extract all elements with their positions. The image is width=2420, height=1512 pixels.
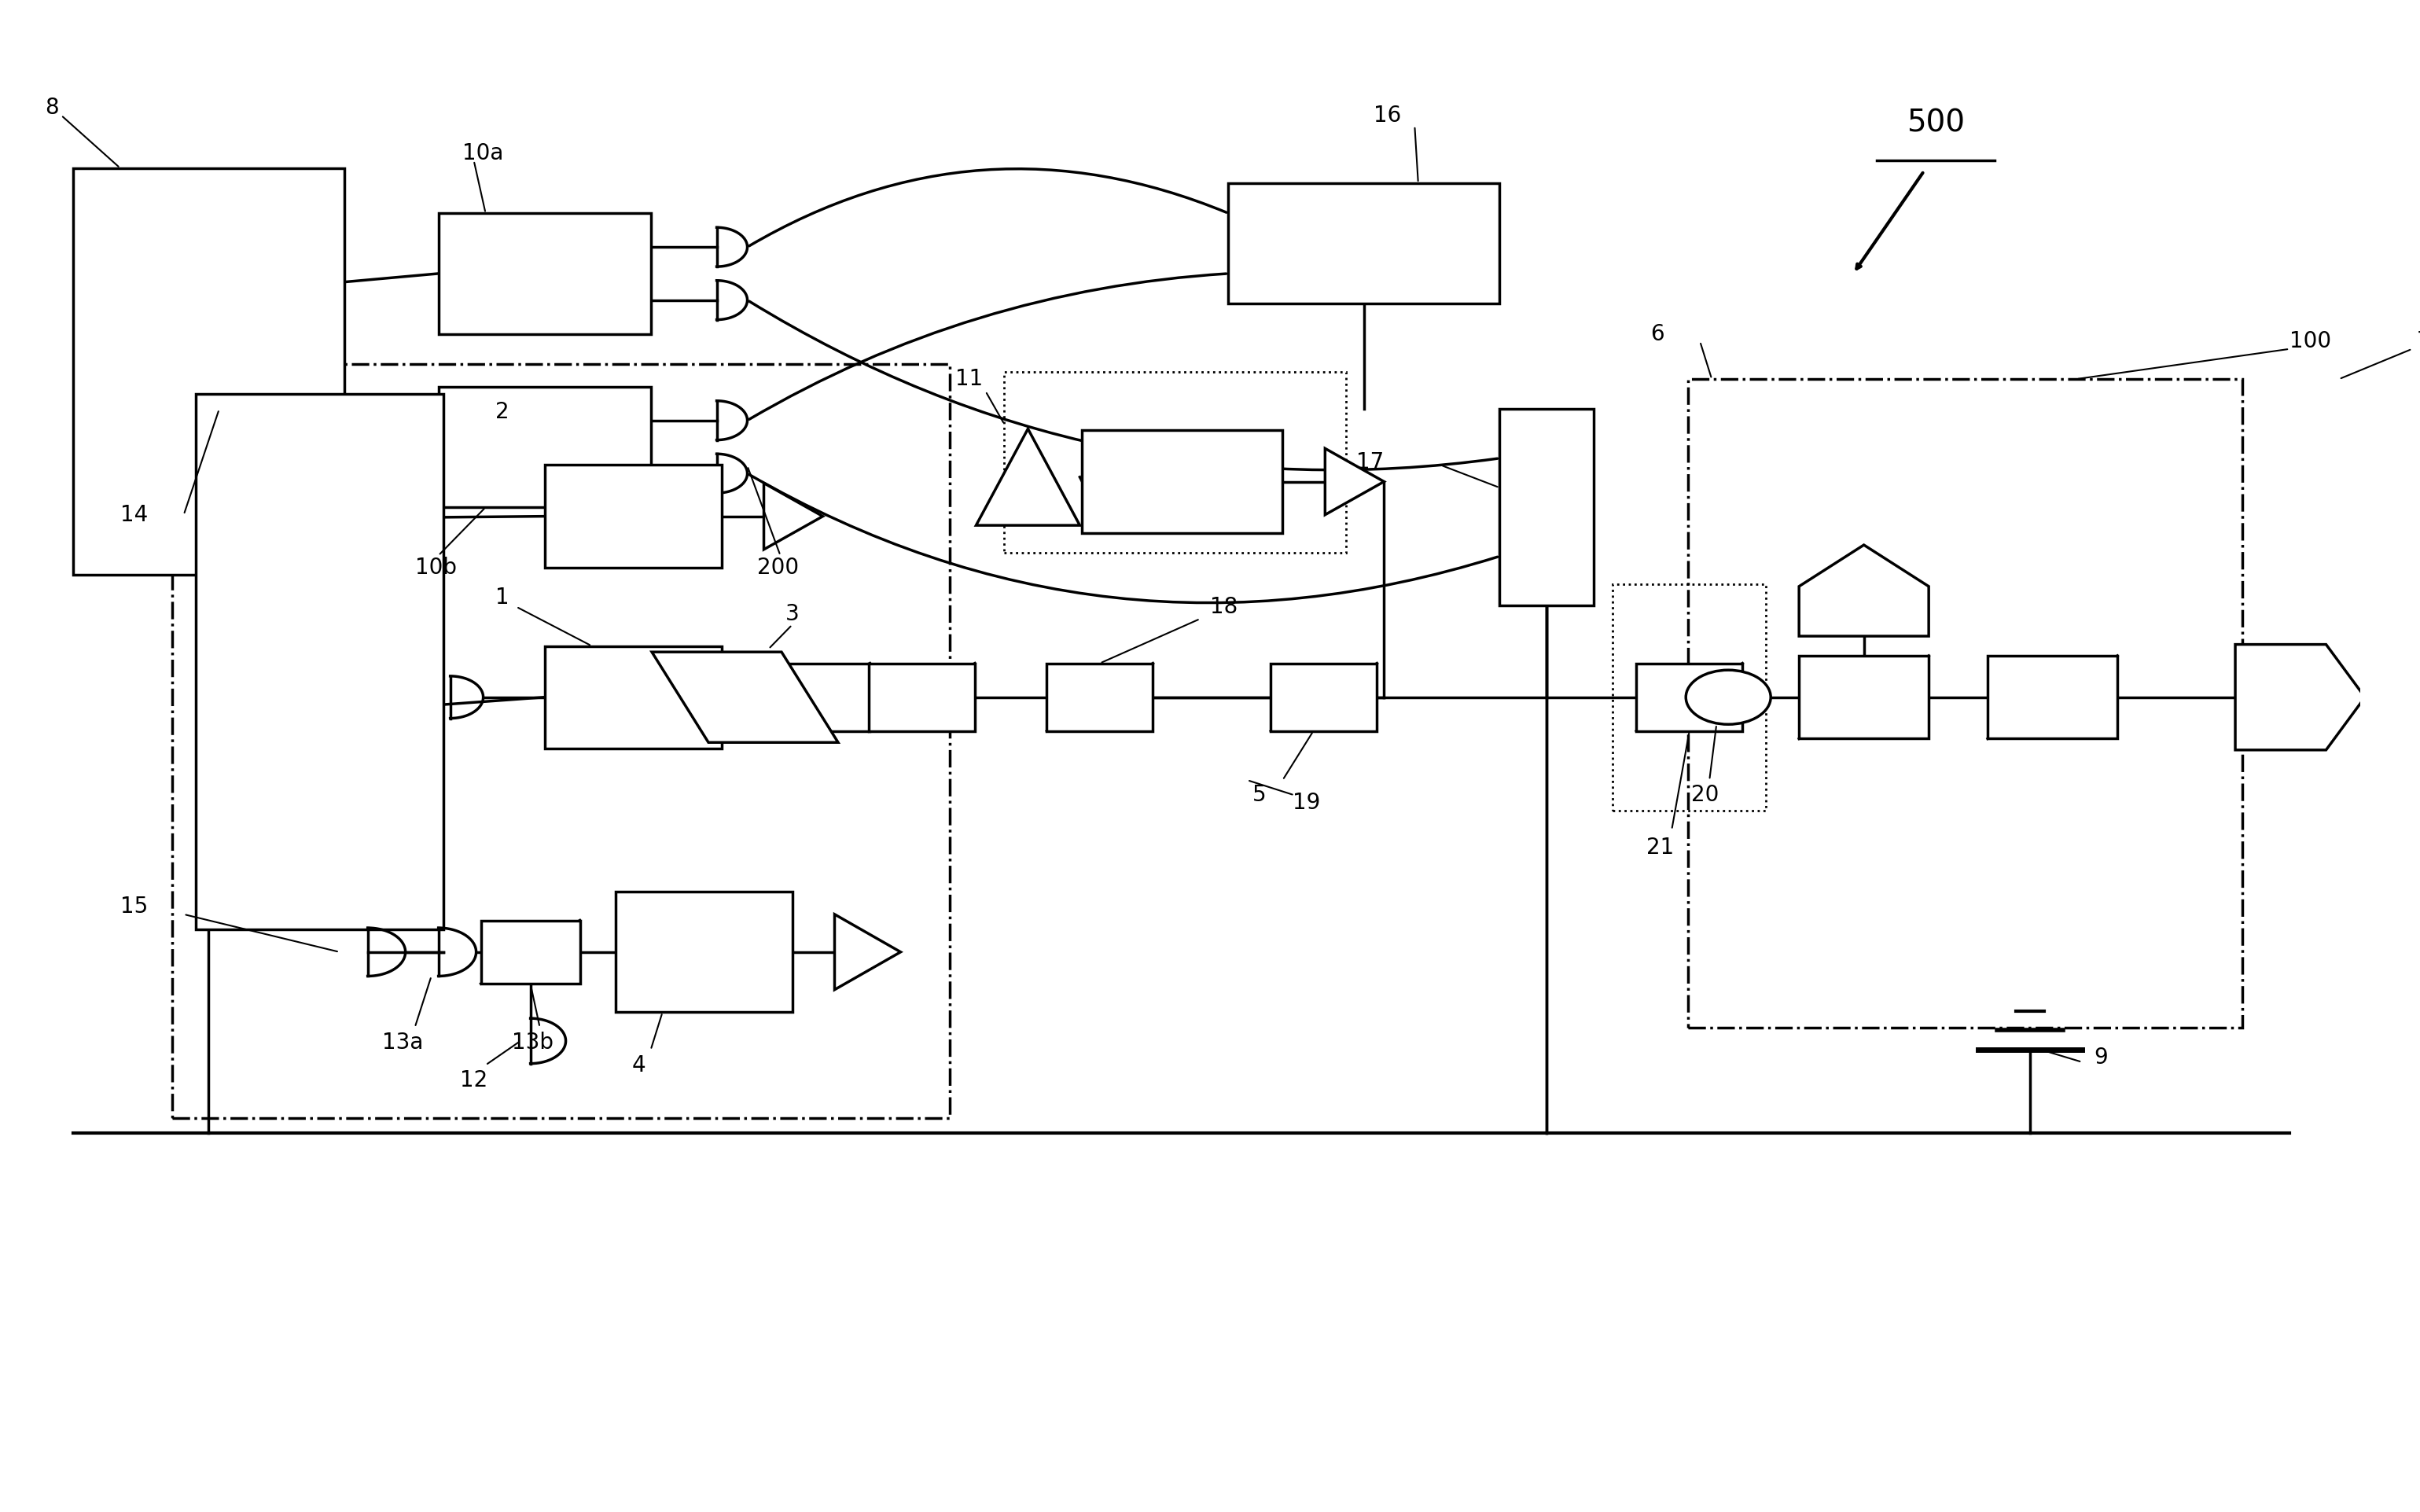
Text: 17: 17 [1355, 451, 1384, 473]
Text: 13a: 13a [382, 1031, 423, 1054]
Bar [482, 921, 581, 984]
Bar [544, 646, 721, 748]
Bar [1689, 380, 2243, 1027]
Text: 18: 18 [1210, 596, 1237, 618]
Bar [172, 364, 951, 1117]
Bar [196, 395, 443, 930]
Text: 16: 16 [1375, 104, 1401, 127]
Text: 9: 9 [2093, 1046, 2108, 1069]
Bar [1229, 183, 1500, 304]
Text: 1: 1 [496, 587, 508, 609]
Bar [1082, 431, 1283, 532]
Text: 10b: 10b [414, 556, 457, 579]
Text: 12: 12 [460, 1069, 489, 1092]
Text: 14: 14 [121, 503, 148, 526]
Polygon shape [651, 652, 837, 742]
Polygon shape [975, 429, 1079, 525]
Circle shape [1687, 670, 1771, 724]
Bar [1987, 656, 2118, 739]
Text: 3: 3 [784, 603, 799, 626]
Text: 6: 6 [1650, 324, 1665, 345]
Bar [73, 168, 344, 575]
Polygon shape [2236, 644, 2364, 750]
Text: 8: 8 [44, 97, 58, 119]
Bar [615, 892, 791, 1013]
Bar [1500, 410, 1595, 605]
Text: 200: 200 [757, 556, 799, 579]
Text: 5: 5 [1251, 785, 1266, 806]
Text: 7: 7 [2418, 331, 2420, 352]
Bar [438, 387, 651, 507]
Polygon shape [1326, 449, 1384, 514]
Text: 15: 15 [121, 895, 148, 918]
Text: 21: 21 [1646, 838, 1675, 859]
Bar [544, 466, 721, 567]
Bar [1636, 664, 1742, 732]
Text: 19: 19 [1292, 792, 1319, 813]
Bar [1798, 656, 1929, 739]
Text: 11: 11 [956, 367, 983, 390]
Text: 13b: 13b [513, 1031, 554, 1054]
Text: 20: 20 [1692, 785, 1718, 806]
Text: 2: 2 [496, 401, 508, 423]
Text: 100: 100 [2289, 331, 2330, 352]
Bar [765, 664, 869, 732]
Bar [1004, 372, 1346, 552]
Bar [1612, 584, 1767, 810]
Bar [869, 664, 975, 732]
Bar [1270, 664, 1377, 732]
Bar [1048, 664, 1152, 732]
Polygon shape [765, 484, 823, 549]
Text: 10a: 10a [462, 142, 503, 163]
Polygon shape [835, 915, 900, 990]
Polygon shape [1798, 544, 1929, 637]
Text: 500: 500 [1907, 107, 1965, 138]
Bar [438, 213, 651, 334]
Text: 4: 4 [632, 1054, 646, 1077]
